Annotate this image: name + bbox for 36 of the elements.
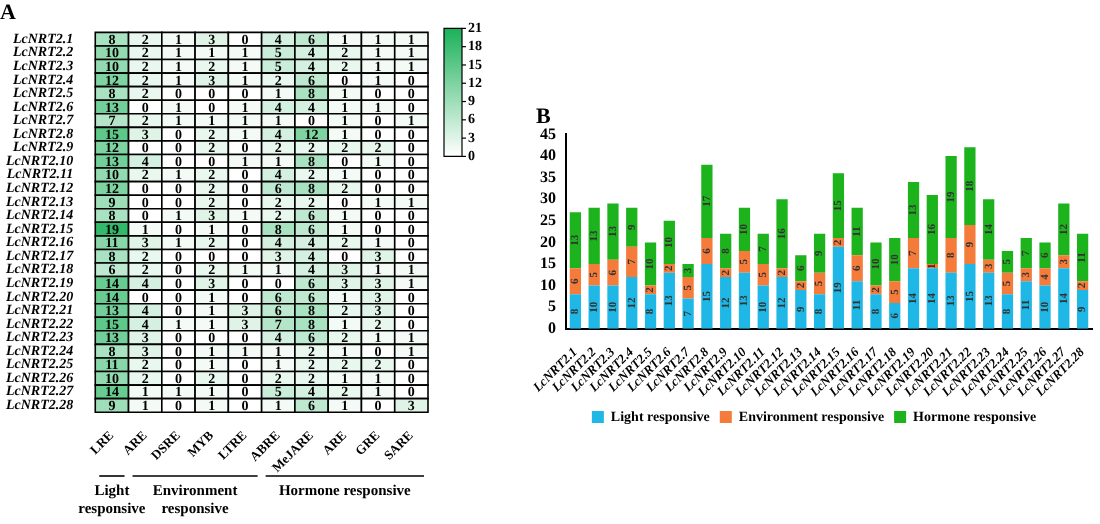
bar <box>607 285 619 329</box>
bar <box>926 194 938 264</box>
bar <box>964 147 976 226</box>
y-tick-label: 5 <box>548 297 556 316</box>
y-tick-label: 20 <box>540 232 556 251</box>
bar <box>964 264 976 329</box>
bar <box>682 298 694 329</box>
y-tick-label: 40 <box>540 146 556 165</box>
bar <box>983 199 995 260</box>
bar <box>682 276 694 299</box>
y-tick-label: 0 <box>548 318 556 337</box>
y-tick-label: 30 <box>540 189 556 208</box>
y-tick-label: 35 <box>540 167 556 186</box>
bar <box>701 264 713 329</box>
bar <box>776 276 788 329</box>
y-tick-label: 15 <box>540 254 556 273</box>
bar <box>1039 268 1051 286</box>
y-tick-label: 45 <box>540 124 556 143</box>
bar <box>964 225 976 264</box>
bar <box>776 199 788 269</box>
chart-title: A <box>0 0 16 25</box>
bar <box>1039 242 1051 269</box>
bar <box>870 242 882 286</box>
bar <box>607 203 619 260</box>
bar <box>945 272 957 329</box>
bar <box>607 259 619 286</box>
y-tick-label: 25 <box>540 210 556 229</box>
chart-title: B <box>536 104 552 129</box>
bar <box>870 294 882 329</box>
bar <box>945 238 957 273</box>
bar <box>1039 285 1051 329</box>
bar <box>832 173 845 239</box>
bar <box>945 156 957 239</box>
y-tick-label: 10 <box>540 275 556 294</box>
bar <box>701 164 713 239</box>
bar <box>701 238 713 264</box>
